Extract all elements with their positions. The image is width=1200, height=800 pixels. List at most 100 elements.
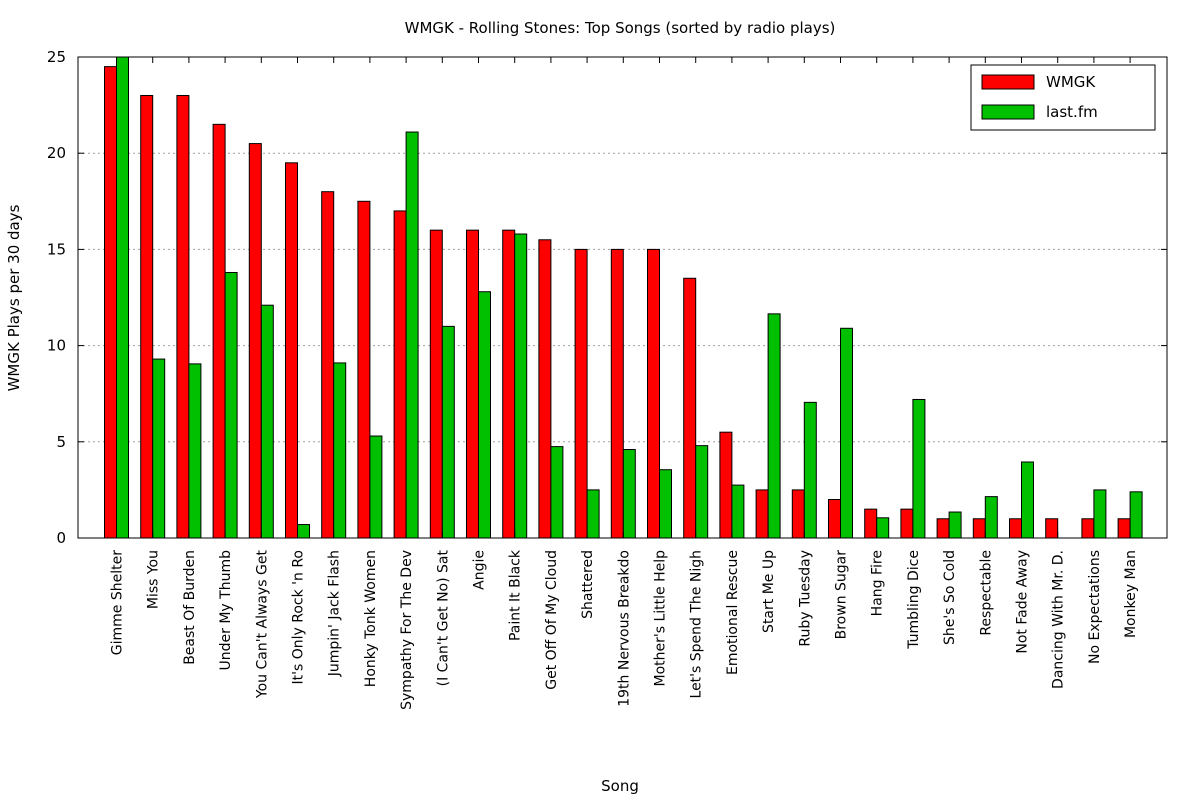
bar-lastfm [260, 304, 274, 539]
bar-lastfm [586, 489, 600, 539]
x-tick-label: Get Off Of My Cloud [544, 550, 560, 690]
bars [104, 56, 1143, 539]
bar-wmgk [900, 508, 914, 539]
y-tick-label: 15 [47, 240, 66, 258]
legend-label: WMGK [1046, 73, 1096, 91]
x-tick-label: She's So Cold [942, 550, 958, 645]
legend-label: last.fm [1046, 103, 1098, 121]
legend: WMGK last.fm [970, 64, 1156, 131]
bar-lastfm [695, 445, 709, 539]
bar-wmgk [1045, 518, 1059, 539]
bar-wmgk [429, 229, 443, 539]
bar-lastfm [152, 358, 166, 539]
bar-lastfm [1093, 489, 1107, 539]
plot-frame [77, 56, 1168, 539]
bar-wmgk [1081, 518, 1095, 539]
bar-lastfm [405, 131, 419, 539]
bar-lastfm [840, 327, 853, 539]
bar-lastfm [550, 446, 564, 539]
bar-wmgk [719, 431, 733, 539]
bar-lastfm [876, 517, 890, 539]
bar-wmgk [248, 143, 262, 539]
x-tick-label: Let's Spend The Nigh [689, 550, 705, 698]
bar-lastfm [1129, 491, 1143, 539]
x-tick-labels: Gimme Shelter Miss You Beast Of Burden Unde… [110, 549, 1140, 710]
bar-wmgk [466, 229, 479, 539]
bar-lastfm [369, 435, 383, 539]
x-tick-label: Angie [472, 550, 488, 590]
bar-wmgk [1117, 518, 1131, 539]
x-tick-label: Sympathy For The Dev [399, 550, 415, 710]
bar-wmgk [828, 499, 841, 539]
y-axis-label: WMGK Plays per 30 days [5, 204, 23, 391]
bar-wmgk [212, 123, 226, 539]
x-tick-label: Start Me Up [761, 550, 777, 633]
bar-wmgk [972, 518, 986, 539]
x-tick-label: (I Can't Get No) Sat [435, 550, 451, 687]
legend-swatch [981, 74, 1035, 90]
bar-lastfm [224, 271, 238, 539]
bar-wmgk [502, 229, 516, 539]
x-tick-label: You Can't Always Get [254, 549, 270, 699]
bar-wmgk [1009, 518, 1022, 539]
x-tick-label: Not Fade Away [1015, 550, 1031, 654]
bar-lastfm [297, 524, 310, 539]
x-tick-label: Dancing With Mr. D. [1051, 550, 1067, 689]
bar-lastfm [188, 363, 202, 539]
x-tick-label: Tumbling Dice [906, 550, 922, 650]
bar-lastfm [333, 362, 347, 539]
x-tick-label: Emotional Rescue [725, 550, 741, 675]
y-tick-label: 5 [56, 433, 66, 451]
x-tick-label: Under My Thumb [218, 550, 234, 671]
x-tick-label: Shattered [580, 550, 596, 619]
y-tick-label: 25 [47, 48, 66, 66]
bar-wmgk [357, 200, 371, 539]
bar-lastfm [622, 448, 636, 539]
bar-lastfm [1021, 461, 1034, 539]
bar-wmgk [647, 248, 660, 539]
x-axis-label: Song [601, 777, 639, 795]
bar-wmgk [683, 277, 697, 539]
x-tick-label: Beast Of Burden [182, 550, 198, 665]
x-tick-label: Jumpin' Jack Flash [327, 550, 343, 677]
x-tick-label: Monkey Man [1123, 550, 1139, 638]
x-tick-label: 19th Nervous Breakdo [616, 550, 632, 707]
x-tick-label: It's Only Rock 'n Ro [291, 550, 307, 684]
bar-lastfm [116, 56, 129, 539]
bar-wmgk [936, 518, 950, 539]
x-tick-label: Hang Fire [870, 550, 886, 616]
bar-wmgk [321, 191, 335, 539]
chart-title: WMGK - Rolling Stones: Top Songs (sorted… [405, 19, 836, 37]
x-tick-label: Miss You [146, 550, 162, 609]
x-tick-label: Paint It Black [508, 549, 524, 641]
bar-lastfm [767, 313, 781, 539]
y-tick-label: 0 [56, 529, 66, 547]
x-tick-label: Brown Sugar [834, 550, 850, 640]
x-tick-label: Respectable [978, 550, 994, 636]
axis-ticks [78, 56, 1167, 539]
bar-wmgk [140, 94, 154, 539]
bar-lastfm [912, 398, 926, 539]
bar-lastfm [441, 325, 455, 539]
bar-lastfm [659, 469, 672, 539]
x-tick-label: Honky Tonk Women [363, 550, 379, 687]
bar-lastfm [984, 496, 998, 539]
legend-swatch [981, 104, 1035, 120]
bar-wmgk [610, 248, 624, 539]
bar-wmgk [755, 489, 769, 539]
legend-box [970, 64, 1156, 131]
bar-wmgk [104, 66, 117, 539]
bar-lastfm [948, 511, 962, 539]
bar-wmgk [176, 94, 190, 539]
bar-lastfm [514, 233, 528, 539]
bar-lastfm [803, 401, 817, 539]
x-tick-label: Ruby Tuesday [797, 550, 813, 647]
y-tick-label: 20 [47, 144, 66, 162]
bar-lastfm [731, 484, 745, 539]
y-tick-label: 10 [47, 337, 66, 355]
bar-wmgk [538, 239, 552, 539]
y-tick-labels: 0 5 10 15 20 25 [47, 48, 66, 547]
x-tick-label: Mother's Little Help [653, 550, 669, 687]
x-tick-label: Gimme Shelter [110, 550, 126, 655]
